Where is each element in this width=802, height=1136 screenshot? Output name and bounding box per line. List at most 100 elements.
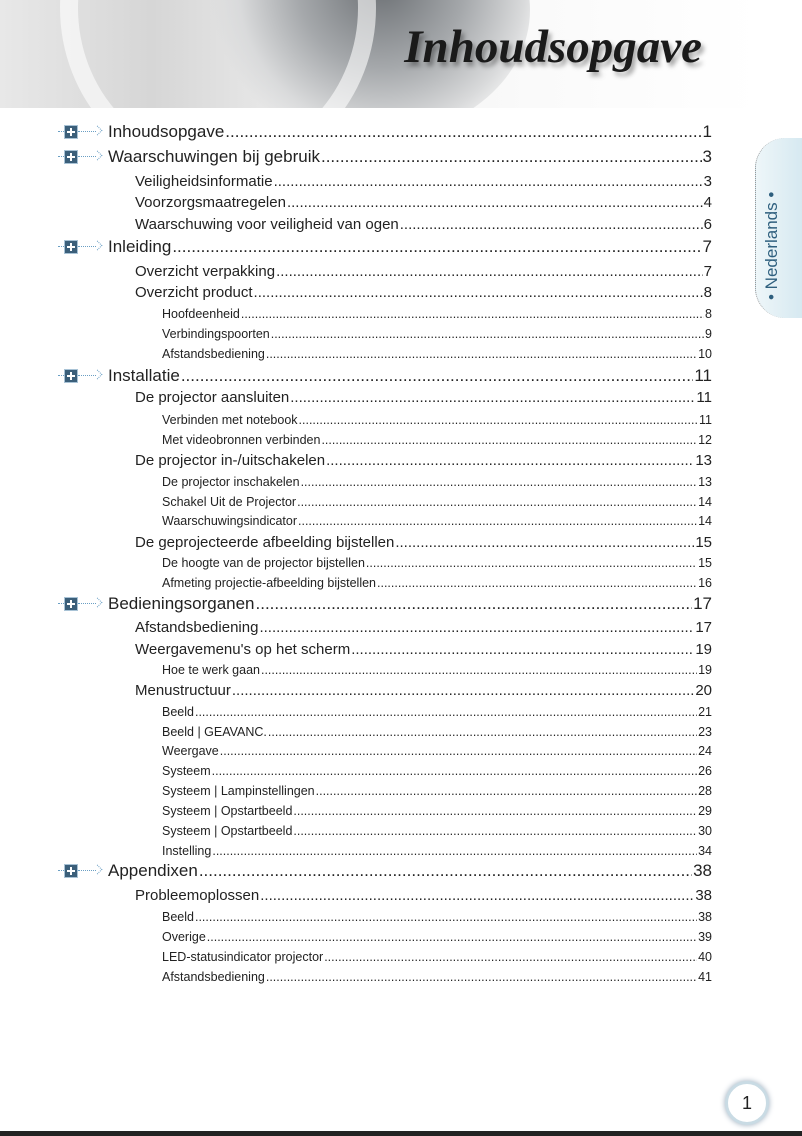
toc-entry[interactable]: Waarschuwing voor veiligheid van ogen 6 <box>135 216 712 233</box>
page-number: 1 <box>725 1081 769 1125</box>
toc-entry[interactable]: Afstandsbediening 41 <box>162 970 712 984</box>
toc-entry[interactable]: Verbindingspoorten 9 <box>162 327 712 341</box>
toc-entry-page: 38 <box>693 860 712 880</box>
toc-entry-page: 34 <box>698 843 712 858</box>
toc-entry[interactable]: Afstandsbediening 10 <box>162 347 712 361</box>
toc-entry[interactable]: Bedieningsorganen 17 <box>108 594 712 614</box>
dot-leader <box>225 122 701 142</box>
toc-entry-title: Hoe te werk gaan <box>162 662 260 677</box>
toc-entry-title: Beeld <box>162 704 194 719</box>
toc-entry[interactable]: Systeem | Lampinstellingen 28 <box>162 784 712 798</box>
dot-leader <box>351 641 694 658</box>
toc-entry-page: 39 <box>698 929 712 944</box>
toc-entry[interactable]: De projector inschakelen 13 <box>162 475 712 489</box>
dot-leader <box>298 514 697 528</box>
header-banner: Inhoudsopgave <box>0 0 760 108</box>
toc-entry-page: 10 <box>698 346 712 361</box>
toc-entry[interactable]: Systeem | Opstartbeeld 30 <box>162 824 712 838</box>
toc-entry[interactable]: Inhoudsopgave 1 <box>108 122 712 142</box>
toc-entry[interactable]: Waarschuwingen bij gebruik 3 <box>108 147 712 167</box>
toc-entry-title: Systeem | Lampinstellingen <box>162 783 315 798</box>
dot-leader <box>268 725 697 739</box>
toc-entry[interactable]: Overzicht verpakking 7 <box>135 263 712 280</box>
toc-entry[interactable]: Beeld 38 <box>162 910 712 924</box>
toc-entry-title: Met videobronnen verbinden <box>162 432 321 447</box>
dot-leader <box>232 682 694 699</box>
dot-leader <box>293 824 697 838</box>
toc-entry-page: 38 <box>695 887 712 904</box>
toc-entry-page: 24 <box>698 743 712 758</box>
toc-entry-title: Waarschuwingsindicator <box>162 513 298 528</box>
toc-entry[interactable]: Voorzorgsmaatregelen 4 <box>135 194 712 211</box>
toc-entry[interactable]: LED-statusindicator projector 40 <box>162 950 712 964</box>
toc-entry-page: 21 <box>698 704 712 719</box>
toc-entry-title: Overzicht product <box>135 284 253 301</box>
toc-entry-page: 8 <box>703 284 712 301</box>
toc-entry-title: Probleemoplossen <box>135 887 260 904</box>
toc-entry-title: Systeem <box>162 763 211 778</box>
toc-entry-page: 7 <box>702 236 712 256</box>
toc-entry[interactable]: Verbinden met notebook 11 <box>162 413 712 427</box>
dot-leader <box>297 495 697 509</box>
toc-entry[interactable]: De geprojecteerde afbeelding bijstellen 1… <box>135 534 712 551</box>
toc-entry-title: Instelling <box>162 843 212 858</box>
toc-entry-page: 19 <box>698 662 712 677</box>
toc-entry[interactable]: Beeld 21 <box>162 705 712 719</box>
dot-leader <box>212 844 697 858</box>
toc-entry-page: 6 <box>703 216 712 233</box>
toc-entry[interactable]: Weergavemenu's op het scherm 19 <box>135 641 712 658</box>
toc-entry[interactable]: Menustructuur 20 <box>135 682 712 699</box>
toc-entry[interactable]: Instelling 34 <box>162 844 712 858</box>
toc-entry-page: 9 <box>705 326 712 341</box>
dot-leader <box>207 930 697 944</box>
toc-entry[interactable]: Systeem | Opstartbeeld 29 <box>162 804 712 818</box>
toc-entry-title: Verbinden met notebook <box>162 412 298 427</box>
dot-leader <box>241 307 704 321</box>
dot-leader <box>299 413 698 427</box>
dot-leader <box>276 263 703 280</box>
toc-entry-title: Weergavemenu's op het scherm <box>135 641 351 658</box>
toc-entry-title: LED-statusindicator projector <box>162 949 324 964</box>
expand-plus-icon <box>58 240 103 254</box>
toc-entry[interactable]: Inleiding 7 <box>108 237 712 257</box>
dot-leader <box>266 970 697 984</box>
toc-entry[interactable]: Systeem 26 <box>162 764 712 778</box>
toc-entry[interactable]: Veiligheidsinformatie 3 <box>135 173 712 190</box>
toc-entry[interactable]: Afmeting projectie-afbeelding bijstellen… <box>162 576 712 590</box>
toc-entry[interactable]: De hoogte van de projector bijstellen 15 <box>162 556 712 570</box>
page-title: Inhoudsopgave <box>404 21 702 73</box>
toc-entry[interactable]: Schakel Uit de Projector 14 <box>162 495 712 509</box>
toc-entry[interactable]: De projector aansluiten 11 <box>135 389 712 406</box>
toc-entry-title: Waarschuwingen bij gebruik <box>108 146 320 166</box>
toc-entry[interactable]: Hoe te werk gaan 19 <box>162 663 712 677</box>
toc-entry[interactable]: Afstandsbediening 17 <box>135 619 712 636</box>
toc-entry-page: 17 <box>695 619 712 636</box>
toc-entry-page: 29 <box>698 803 712 818</box>
toc-entry[interactable]: Hoofdeenheid 8 <box>162 307 712 321</box>
toc-entry[interactable]: Beeld | GEAVANC. 23 <box>162 725 712 739</box>
toc-entry-page: 16 <box>698 575 712 590</box>
toc-entry[interactable]: Appendixen 38 <box>108 861 712 881</box>
toc-entry-page: 4 <box>703 194 712 211</box>
toc-entry[interactable]: Overige 39 <box>162 930 712 944</box>
dot-leader <box>260 887 694 904</box>
toc-entry[interactable]: De projector in-/uitschakelen 13 <box>135 452 712 469</box>
toc-entry[interactable]: Waarschuwingsindicator 14 <box>162 514 712 528</box>
toc-entry[interactable]: Met videobronnen verbinden 12 <box>162 433 712 447</box>
toc-entry[interactable]: Probleemoplossen 38 <box>135 887 712 904</box>
toc-entry-page: 15 <box>695 534 712 551</box>
dot-leader <box>400 216 703 233</box>
expand-plus-icon <box>58 150 103 164</box>
toc-entry-page: 23 <box>698 724 712 739</box>
toc-entry-page: 15 <box>698 555 712 570</box>
expand-plus-icon <box>58 597 103 611</box>
toc-entry-title: Voorzorgsmaatregelen <box>135 194 286 211</box>
dot-leader <box>321 147 702 167</box>
toc-entry-title: Weergave <box>162 743 219 758</box>
toc-entry[interactable]: Installatie 11 <box>108 366 712 386</box>
toc-entry[interactable]: Overzicht product 8 <box>135 284 712 301</box>
toc-entry[interactable]: Weergave 24 <box>162 744 712 758</box>
toc-entry-page: 40 <box>698 949 712 964</box>
language-label: • Nederlands • <box>762 191 781 300</box>
toc-entry-page: 11 <box>696 389 712 406</box>
